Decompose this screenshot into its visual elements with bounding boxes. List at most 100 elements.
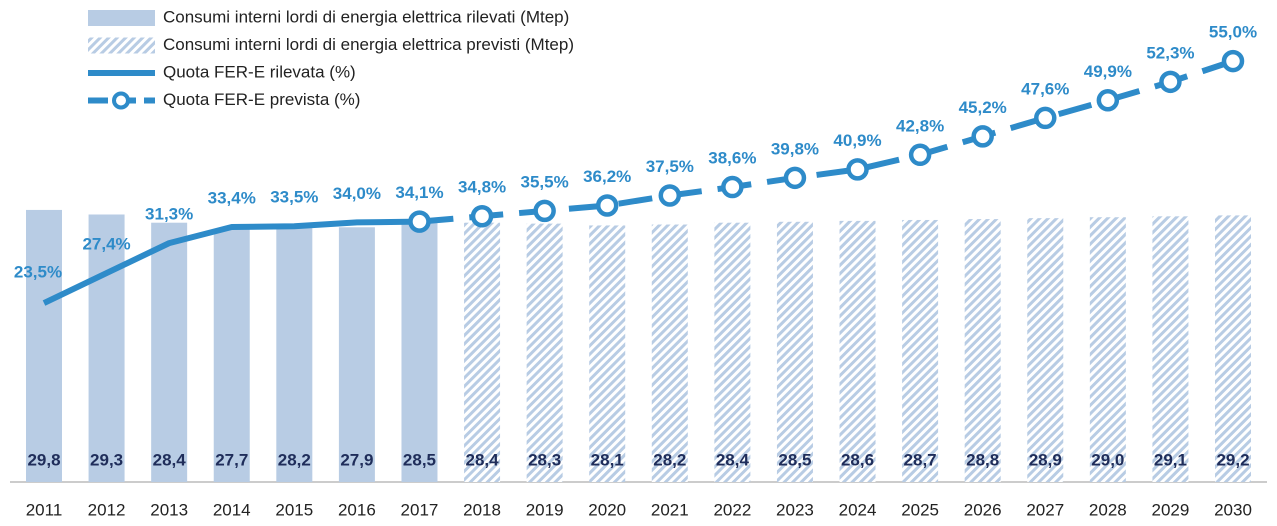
marker bbox=[470, 204, 494, 228]
x-tick-label: 2021 bbox=[651, 500, 689, 519]
x-tick-label: 2027 bbox=[1026, 500, 1064, 519]
bar-value-label: 29,2 bbox=[1216, 450, 1249, 469]
bar-value-label: 28,9 bbox=[1029, 450, 1062, 469]
x-tick-label: 2020 bbox=[588, 500, 626, 519]
marker bbox=[1096, 89, 1120, 112]
line-value-label: 42,8% bbox=[896, 116, 944, 135]
x-tick-label: 2023 bbox=[776, 500, 814, 519]
line-value-label: 39,8% bbox=[771, 139, 819, 158]
marker bbox=[595, 194, 619, 217]
bar bbox=[651, 224, 688, 482]
marker bbox=[1159, 70, 1182, 94]
x-tick-label: 2029 bbox=[1152, 500, 1190, 519]
bar-value-label: 28,8 bbox=[966, 450, 999, 469]
line-value-label: 36,2% bbox=[583, 167, 631, 186]
line-value-label: 47,6% bbox=[1021, 79, 1069, 98]
line bbox=[419, 58, 1234, 225]
bar-value-label: 29,8 bbox=[27, 450, 60, 469]
bar bbox=[589, 225, 626, 482]
legend-marker bbox=[112, 91, 130, 110]
marker bbox=[783, 166, 807, 190]
x-tick-label: 2011 bbox=[26, 500, 63, 519]
bar-value-label: 28,4 bbox=[716, 450, 750, 469]
line-value-label: 34,8% bbox=[458, 178, 506, 197]
bar-value-label: 29,3 bbox=[90, 450, 123, 469]
bar bbox=[526, 223, 563, 482]
bar-value-label: 28,7 bbox=[904, 450, 937, 469]
line-value-label: 37,5% bbox=[646, 157, 694, 176]
x-tick-label: 2028 bbox=[1089, 500, 1127, 519]
bar-value-label: 28,5 bbox=[778, 450, 811, 469]
marker bbox=[658, 184, 682, 207]
marker bbox=[533, 199, 556, 223]
bar-value-label: 28,4 bbox=[153, 450, 187, 469]
line-value-label: 55,0% bbox=[1209, 23, 1257, 42]
bar-value-label: 28,4 bbox=[466, 450, 500, 469]
x-tick-label: 2018 bbox=[463, 500, 501, 519]
bar bbox=[26, 209, 62, 482]
bar-value-label: 28,2 bbox=[278, 450, 311, 469]
line-value-label: 52,3% bbox=[1146, 43, 1194, 62]
line-value-label: 40,9% bbox=[833, 131, 881, 150]
bar bbox=[213, 229, 250, 482]
line-value-label: 33,5% bbox=[270, 188, 318, 207]
legend-swatch bbox=[88, 10, 155, 26]
marker bbox=[846, 158, 869, 181]
legend-label: Consumi interni lordi di energia elettri… bbox=[163, 7, 569, 26]
x-tick-label: 2016 bbox=[338, 500, 376, 519]
line-value-label: 33,4% bbox=[208, 188, 256, 207]
bar bbox=[401, 221, 438, 483]
x-tick-label: 2015 bbox=[275, 500, 313, 519]
line-value-label: 34,0% bbox=[333, 184, 381, 203]
x-tick-label: 2022 bbox=[713, 500, 751, 519]
bar bbox=[839, 220, 876, 482]
bar-value-label: 27,7 bbox=[215, 450, 248, 469]
bar bbox=[714, 222, 751, 482]
line-value-label: 35,5% bbox=[521, 172, 569, 191]
marker bbox=[1034, 106, 1057, 130]
x-tick-label: 2025 bbox=[901, 500, 939, 519]
bar-value-label: 29,0 bbox=[1091, 450, 1124, 469]
marker bbox=[721, 175, 744, 199]
marker bbox=[1221, 49, 1245, 73]
line-value-label: 27,4% bbox=[82, 235, 130, 254]
x-tick-label: 2024 bbox=[839, 500, 877, 519]
x-tick-label: 2012 bbox=[88, 500, 126, 519]
bar bbox=[776, 221, 813, 483]
line-value-label: 49,9% bbox=[1084, 62, 1132, 81]
bar-value-label: 28,5 bbox=[403, 450, 436, 469]
bar bbox=[1089, 217, 1126, 483]
bar-value-label: 28,1 bbox=[591, 450, 624, 469]
legend-label: Quota FER-E rilevata (%) bbox=[163, 62, 356, 81]
legend-label: Consumi interni lordi di energia elettri… bbox=[163, 35, 574, 54]
bar bbox=[276, 224, 313, 482]
marker bbox=[408, 210, 431, 233]
bar-value-label: 29,1 bbox=[1154, 450, 1187, 469]
line-value-label: 38,6% bbox=[708, 149, 756, 168]
bar-value-label: 28,6 bbox=[841, 450, 874, 469]
bar bbox=[1152, 216, 1189, 482]
line bbox=[42, 218, 420, 306]
bar bbox=[88, 214, 125, 482]
x-tick-label: 2017 bbox=[401, 500, 439, 519]
x-tick-label: 2014 bbox=[213, 500, 251, 519]
bar bbox=[1027, 218, 1064, 482]
bar-value-label: 28,2 bbox=[653, 450, 686, 469]
bar bbox=[964, 219, 1001, 482]
x-tick-label: 2030 bbox=[1214, 500, 1252, 519]
legend: Consumi interni lordi di energia elettri… bbox=[88, 7, 574, 110]
bar-value-label: 27,9 bbox=[340, 450, 373, 469]
x-tick-label: 2013 bbox=[150, 500, 188, 519]
legend-label: Quota FER-E prevista (%) bbox=[163, 90, 360, 109]
bar bbox=[1215, 215, 1251, 483]
line-value-label: 23,5% bbox=[14, 263, 62, 282]
marker bbox=[971, 125, 994, 148]
line-value-label: 45,2% bbox=[959, 98, 1007, 117]
bar bbox=[464, 222, 501, 482]
bar bbox=[902, 219, 939, 482]
line-value-label: 34,1% bbox=[395, 183, 443, 202]
line-value-label: 31,3% bbox=[145, 205, 193, 224]
bar bbox=[338, 227, 375, 482]
legend-swatch bbox=[88, 37, 155, 54]
